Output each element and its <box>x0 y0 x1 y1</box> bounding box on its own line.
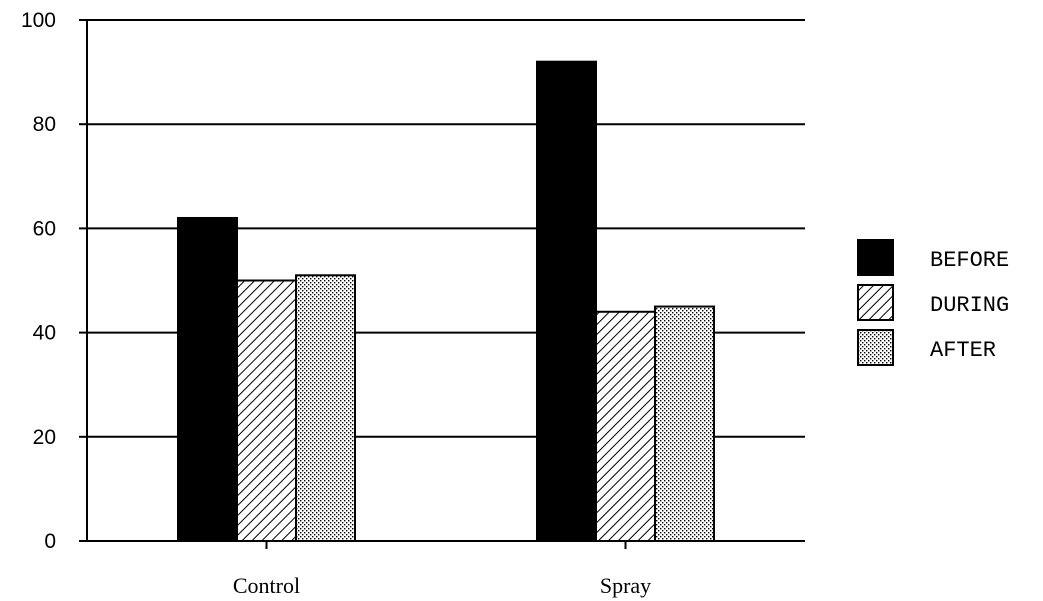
y-tick-labels: 0 20 40 60 80 100 <box>21 9 56 553</box>
x-category-label: Control <box>233 573 300 598</box>
bar-after-spray <box>654 305 715 542</box>
legend-swatch-before <box>857 239 894 276</box>
y-tick-label: 60 <box>33 217 56 240</box>
legend-label-during: DURING <box>930 293 1009 318</box>
x-category-label: Spray <box>600 573 651 598</box>
bar-during-control <box>236 279 297 542</box>
bar-after-control <box>295 274 356 542</box>
bar-before-spray <box>536 60 597 543</box>
legend-swatch-during <box>857 284 894 321</box>
bar-during-spray <box>595 310 656 543</box>
bar-before-control <box>177 216 238 542</box>
legend-label-before: BEFORE <box>930 248 1009 273</box>
category-labels: Control Spray <box>233 573 651 598</box>
y-tick-label: 40 <box>33 322 56 345</box>
y-tick-label: 80 <box>33 113 56 136</box>
bars <box>177 60 715 543</box>
legend: BEFORE DURING AFTER <box>857 239 1009 366</box>
y-tick-label: 20 <box>33 426 56 449</box>
legend-label-after: AFTER <box>930 338 996 363</box>
y-tick-label: 0 <box>44 530 56 553</box>
legend-swatch-after <box>857 329 894 366</box>
y-tick-label: 100 <box>21 9 56 32</box>
